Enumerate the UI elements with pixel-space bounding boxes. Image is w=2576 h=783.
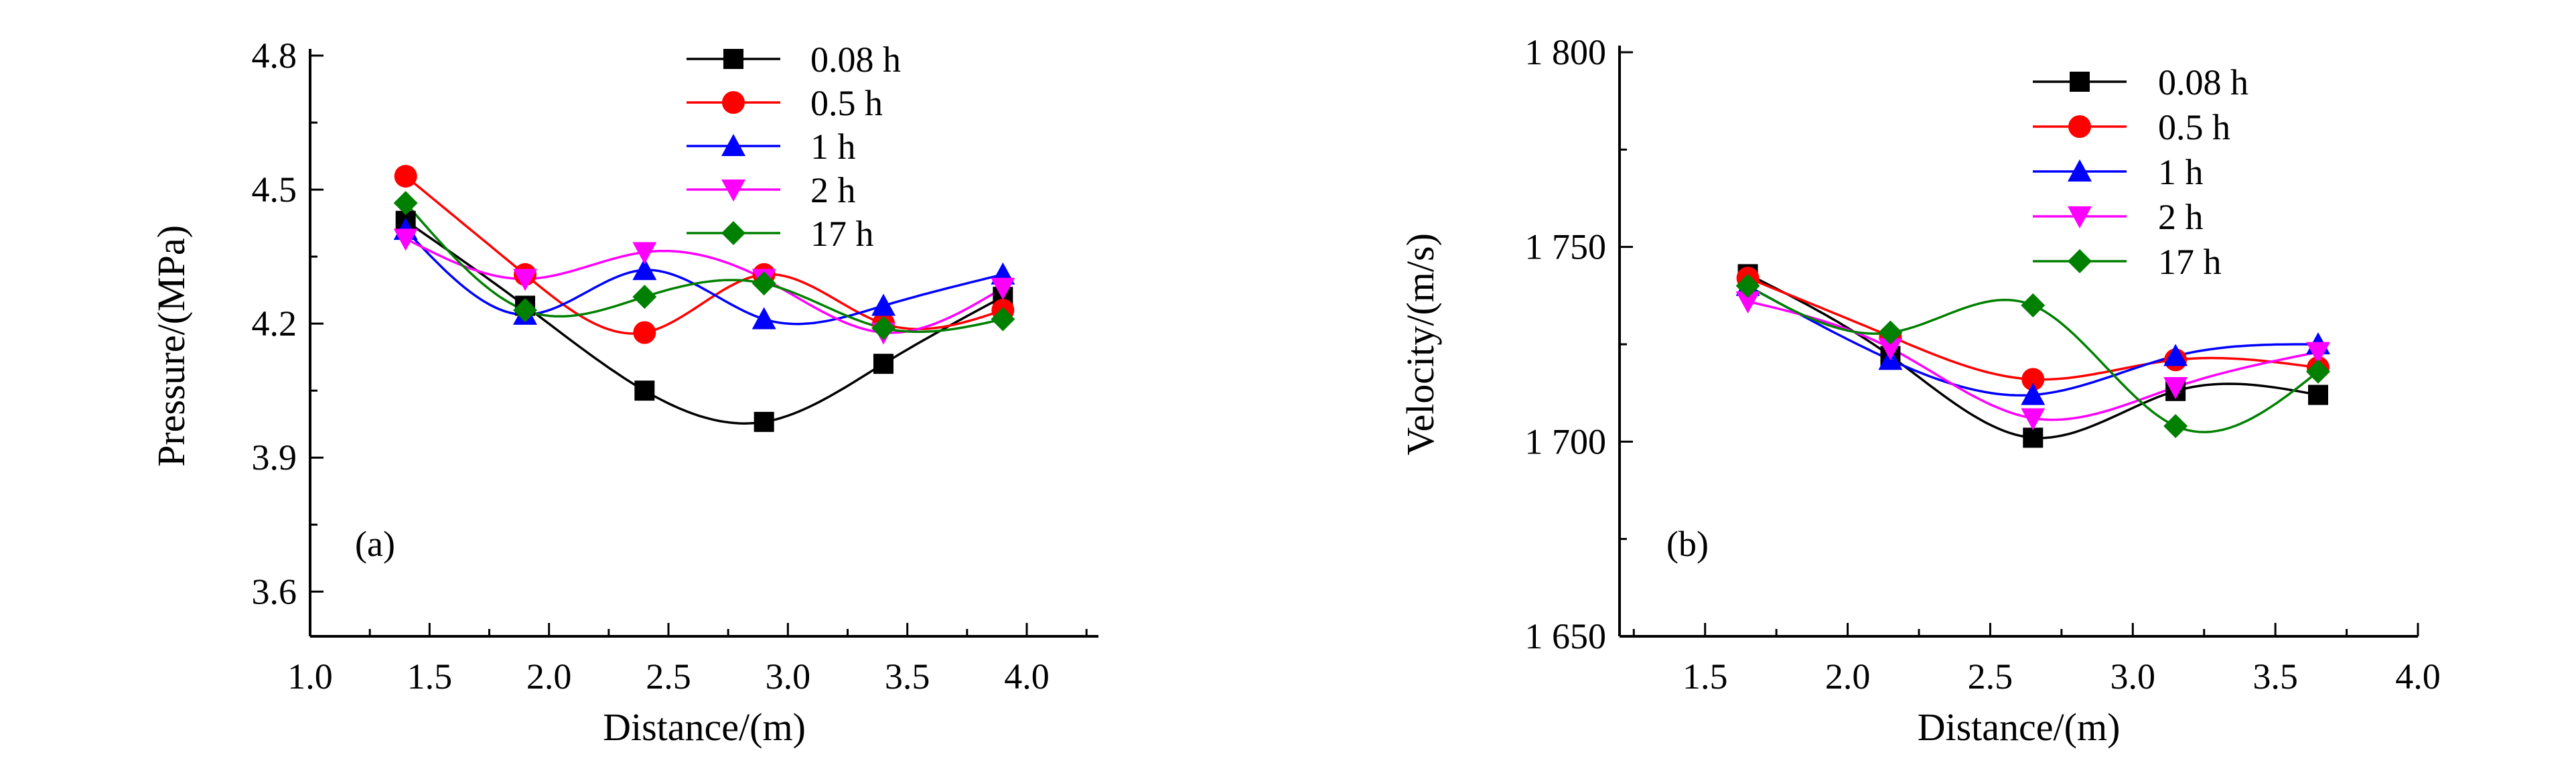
data-point [634,380,655,401]
legend-marker [721,180,745,202]
x-tick-label: 3.0 [766,656,811,697]
data-point [632,285,657,309]
legend-marker [721,221,745,245]
data-point [393,191,418,216]
series-line-17h [405,202,1003,334]
y-axis-title: Pressure/(MPa) [149,225,193,467]
y-tick-label: 4.2 [252,303,297,344]
data-point [2308,384,2328,405]
data-point [2163,414,2188,439]
data-point [1878,320,1903,345]
y-tick-label: 1 650 [1525,616,1607,656]
legend-marker [723,49,743,69]
x-axis-title: Distance/(m) [603,705,806,749]
y-tick-label: 4.8 [252,35,297,76]
legend-label: 2 h [2158,197,2204,237]
data-point [2163,376,2188,399]
legend-marker [2068,206,2092,228]
x-tick-label: 1.5 [407,656,453,697]
x-tick-label: 1.0 [287,656,333,697]
legend: 0.08 h 0.5 h 1 h 2 h 17 h [2033,62,2248,282]
y-tick-label: 4.5 [252,169,297,210]
series-line-1h [405,228,1003,326]
data-point [633,321,656,344]
data-point [2023,427,2044,448]
data-point [394,165,417,188]
data-point [1878,338,1903,360]
series-line-05h [405,175,1003,335]
series-line-2h [405,237,1004,334]
legend: 0.08 h0.5 h1 h2 h17 h [687,40,901,254]
legend-marker [2068,249,2092,273]
x-tick-label: 1.5 [1683,656,1728,697]
legend-label: 1 h [2158,152,2204,192]
x-tick-label: 2.0 [1825,656,1871,697]
legend-label: 0.5 h [810,83,883,123]
y-tick-label: 1 800 [1525,32,1607,72]
y-tick-label: 1 750 [1525,227,1607,267]
legend-label: 0.08 h [2158,62,2248,102]
x-tick-label: 2.0 [526,656,572,697]
panel-tag: (a) [355,524,395,564]
data-point [513,298,537,323]
data-point [2163,344,2188,366]
panel-b-velocity-chart: 1.5 2.0 2.5 3.0 3.5 4.0 1 650 1 700 1 750 1 800 Di… [1399,32,2441,749]
x-tick-label: 4.0 [2395,656,2441,697]
legend-marker [722,91,745,114]
legend-label: 2 h [810,170,856,210]
data-point [871,315,896,340]
series-line-008h [405,220,1004,425]
data-point [1735,273,1760,298]
data-point [754,411,774,432]
x-tick-label: 4.0 [1004,656,1050,697]
data-point [991,277,1015,300]
legend-label: 0.5 h [2158,107,2230,147]
legend-marker [2068,115,2091,138]
data-point [871,293,896,316]
data-point [2306,359,2330,384]
x-tick-label: 3.0 [2110,656,2156,697]
x-tick-label: 3.5 [2252,656,2298,697]
legend-marker [721,134,745,156]
y-tick-label: 1 700 [1525,421,1607,461]
data-point [2021,382,2046,405]
data-point [513,269,537,291]
legend-label: 0.08 h [810,40,901,80]
data-point [2021,368,2045,391]
data-point [2021,408,2046,431]
data-point [873,354,893,374]
x-tick-label: 2.5 [646,656,691,697]
data-point [393,228,418,251]
panel-a-pressure-chart: 1.0 1.5 2.0 2.5 3.0 3.5 4.0 3.6 3.9 4.2 4.5 4.8 Dist… [149,35,1098,749]
x-axis-title: Distance/(m) [1918,705,2121,749]
legend-label: 17 h [2158,242,2222,282]
legend-label: 1 h [810,127,856,167]
legend-marker [2068,159,2092,182]
legend-marker [2070,72,2090,92]
y-axis-title: Velocity/(m/s) [1399,233,1442,455]
data-point [2021,293,2046,317]
legend-label: 17 h [810,214,874,254]
data-point [991,307,1015,332]
data-point [752,307,776,330]
panel-tag: (b) [1666,524,1709,564]
y-tick-label: 3.9 [252,437,297,478]
data-point [1735,291,1760,314]
x-tick-label: 2.5 [1968,656,2013,697]
data-point [752,271,776,296]
data-point [632,258,657,281]
data-point [632,242,657,265]
x-tick-label: 3.5 [885,656,930,697]
y-tick-label: 3.6 [252,571,297,612]
data-point [2306,342,2330,364]
